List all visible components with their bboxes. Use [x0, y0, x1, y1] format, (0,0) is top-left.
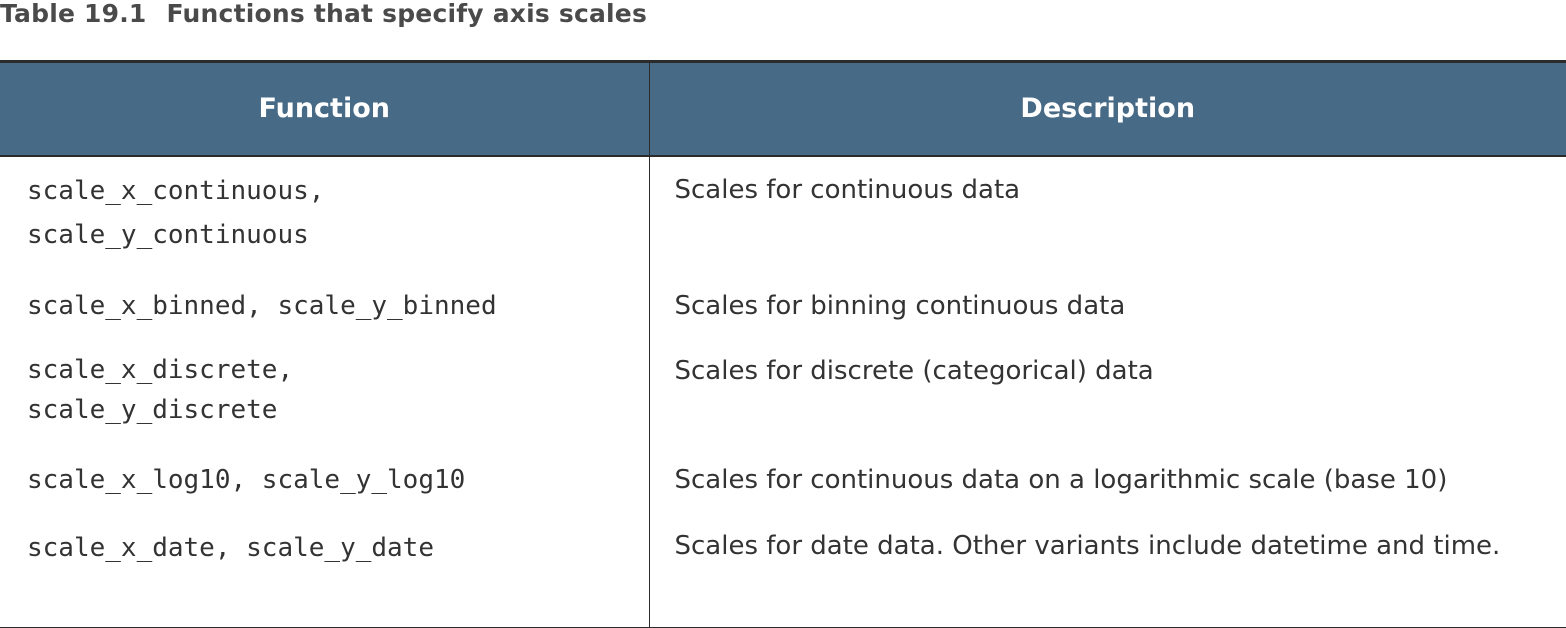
table-row: scale_x_date, scale_y_date Scales for da…	[0, 516, 1566, 628]
description-cell: Scales for continuous data on a logarith…	[674, 464, 1448, 495]
description-cell: Scales for continuous data	[674, 174, 1021, 205]
function-name: scale_x_log10, scale_y_log10	[27, 464, 466, 495]
function-cell: scale_x_log10, scale_y_log10	[0, 448, 650, 517]
table-row: scale_x_log10, scale_y_log10 Scales for …	[0, 448, 1566, 517]
table-number: Table 19.1	[0, 0, 147, 28]
function-cell: scale_x_binned, scale_y_binned	[0, 274, 650, 341]
function-name: scale_y_continuous	[27, 219, 309, 250]
function-name: scale_x_discrete,	[27, 354, 294, 385]
table-row: scale_x_binned, scale_y_binned Scales fo…	[0, 274, 1566, 341]
description-cell: Scales for discrete (categorical) data	[674, 355, 1154, 386]
function-name: scale_x_continuous,	[27, 175, 325, 206]
description-cell: Scales for date data. Other variants inc…	[649, 516, 1566, 628]
function-name: scale_y_discrete	[27, 394, 278, 425]
table-caption: Table 19.1 Functions that specify axis sc…	[0, 0, 647, 30]
description-cell: Scales for binning continuous data	[674, 290, 1126, 321]
function-name: scale_x_binned, scale_y_binned	[27, 290, 497, 321]
table-row: scale_x_continuous, scale_y_continuous S…	[0, 155, 1566, 275]
table-header-row: Function Description	[0, 60, 1566, 157]
column-header-description: Description	[649, 60, 1566, 157]
axis-scales-table: Function Description scale_x_continuous,…	[0, 60, 1566, 628]
function-cell: scale_x_date, scale_y_date	[0, 516, 650, 628]
table-title: Functions that specify axis scales	[166, 0, 648, 28]
function-cell: scale_x_continuous, scale_y_continuous	[0, 155, 650, 275]
table-row: scale_x_discrete, scale_y_discrete Scale…	[0, 340, 1566, 449]
column-header-function: Function	[0, 60, 650, 157]
function-cell: scale_x_discrete, scale_y_discrete	[0, 340, 650, 449]
function-name: scale_x_date, scale_y_date	[27, 532, 434, 563]
